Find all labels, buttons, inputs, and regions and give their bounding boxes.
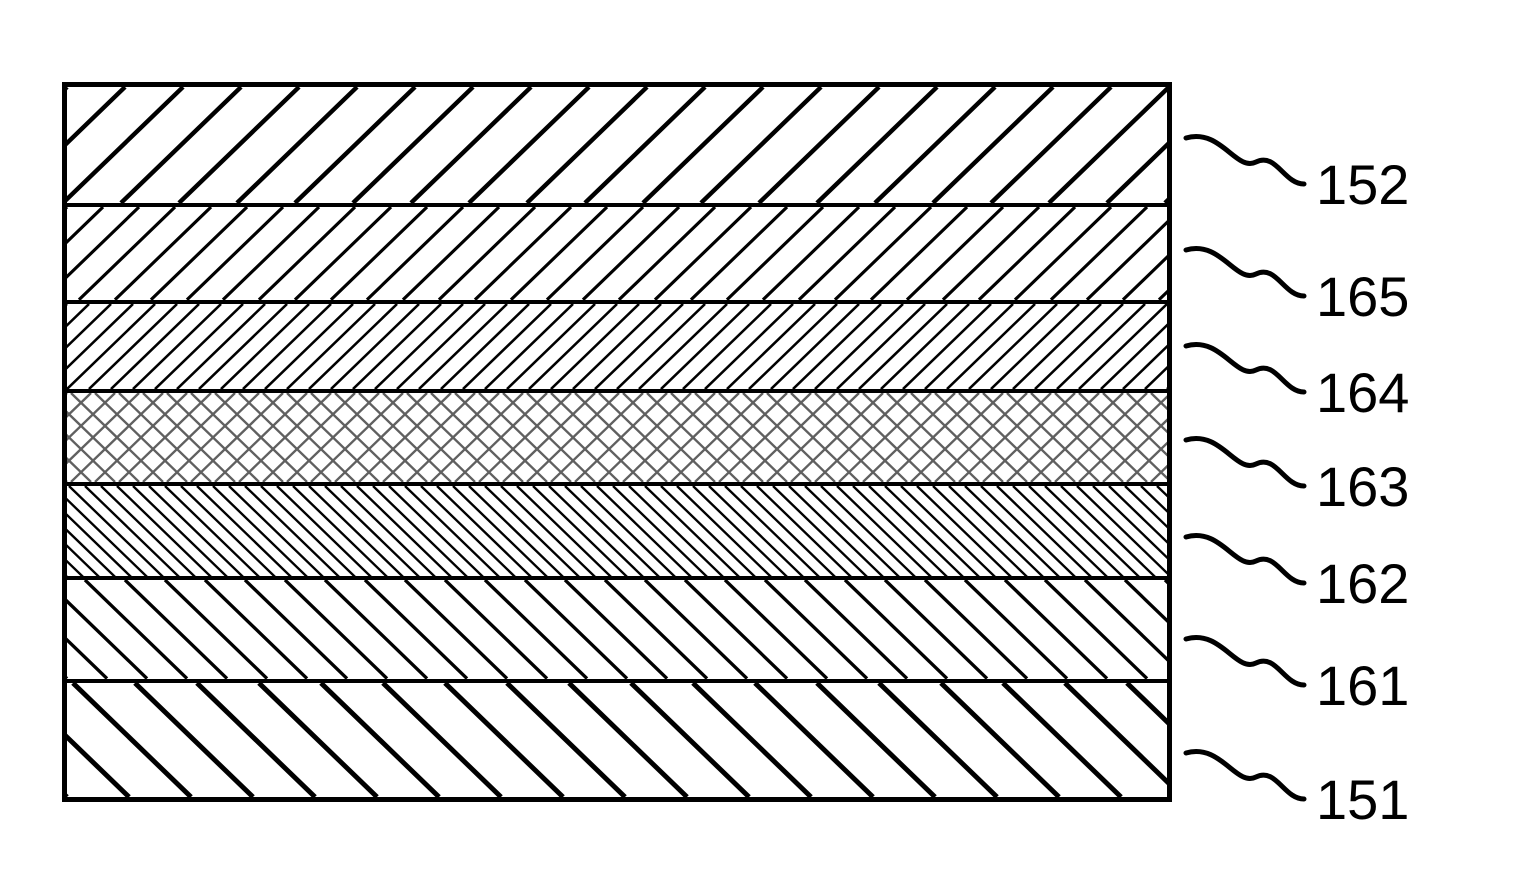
layer-label-164: 164: [1316, 360, 1409, 425]
layer-label-151: 151: [1316, 767, 1409, 832]
layer-label-152: 152: [1316, 152, 1409, 217]
layer-label-161: 161: [1316, 653, 1409, 718]
layer-151: [67, 683, 1167, 797]
layer-label-162: 162: [1316, 551, 1409, 616]
layer-163: [67, 393, 1167, 486]
callout-line-162: [1186, 533, 1306, 593]
layer-162: [67, 486, 1167, 581]
layer-label-165: 165: [1316, 264, 1409, 329]
layer-152: [67, 87, 1167, 207]
callout-line-163: [1186, 436, 1306, 496]
callout-line-152: [1186, 134, 1306, 194]
layer-164: [67, 304, 1167, 393]
callout-line-165: [1186, 246, 1306, 306]
label-column: 152165164163162161151: [1186, 82, 1506, 802]
layer-165: [67, 207, 1167, 304]
layer-stack-figure: 152 165 164 163 162 161 151: [0, 0, 1524, 878]
callout-line-151: [1186, 749, 1306, 809]
callout-line-164: [1186, 342, 1306, 402]
layer-label-163: 163: [1316, 454, 1409, 519]
layer-stack: [62, 82, 1172, 802]
layer-161: [67, 580, 1167, 683]
callout-line-161: [1186, 635, 1306, 695]
